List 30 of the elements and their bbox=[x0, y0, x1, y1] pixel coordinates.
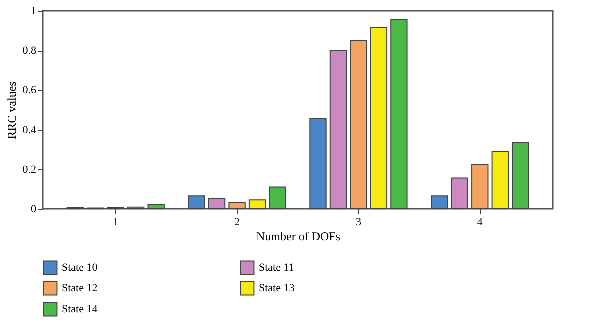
legend-label: State 12 bbox=[62, 282, 98, 294]
y-tick-label: 1 bbox=[31, 6, 36, 18]
x-axis-title: Number of DOFs bbox=[256, 230, 341, 244]
y-tick-label: 0.2 bbox=[22, 164, 36, 176]
y-tick-label: 0.4 bbox=[22, 124, 37, 136]
y-tick-label: 0.6 bbox=[22, 84, 37, 97]
legend-label: State 14 bbox=[62, 304, 98, 316]
x-tick-label: 2 bbox=[234, 216, 240, 228]
bar bbox=[330, 50, 348, 210]
bar bbox=[370, 27, 388, 210]
bar bbox=[492, 151, 509, 210]
bar bbox=[390, 19, 408, 210]
x-tick-label: 4 bbox=[477, 216, 484, 228]
bar bbox=[148, 204, 165, 210]
y-tick-label: 0 bbox=[31, 204, 37, 216]
legend-label: State 10 bbox=[62, 262, 98, 274]
bar bbox=[512, 142, 530, 210]
legend-label: State 11 bbox=[259, 262, 294, 274]
bar bbox=[208, 198, 226, 210]
bar bbox=[310, 118, 327, 210]
x-tick-label: 3 bbox=[356, 216, 362, 228]
bar bbox=[248, 200, 266, 210]
y-tick-label: 0.8 bbox=[22, 45, 37, 58]
bar bbox=[188, 196, 206, 210]
bar bbox=[431, 196, 448, 210]
bar bbox=[269, 186, 286, 210]
legend-label: State 13 bbox=[259, 282, 296, 294]
y-axis-title: RRC values bbox=[4, 81, 19, 140]
bar bbox=[451, 178, 468, 210]
x-tick-label: 1 bbox=[113, 216, 119, 228]
